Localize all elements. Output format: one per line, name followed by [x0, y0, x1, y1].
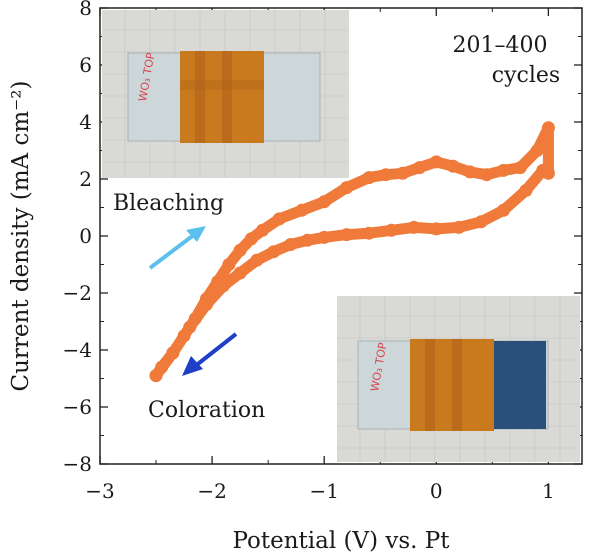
- photo-colored-device: WO₃ TOP: [337, 296, 580, 462]
- cv-point: [413, 161, 426, 175]
- bleaching-arrow: [148, 226, 206, 270]
- cv-point: [233, 266, 247, 280]
- y-axis-title: Current density (mA cm⁻²): [8, 81, 34, 392]
- tick-labels: −3 −2 −1 0 1 −8 −6 −4 −2 0 2 4 6 8: [63, 0, 555, 503]
- cv-point: [340, 228, 354, 242]
- cv-point: [222, 258, 236, 271]
- cv-point: [474, 215, 488, 229]
- x-tick-label: 0: [430, 479, 443, 503]
- y-tick-label: 0: [79, 224, 92, 248]
- cv-point: [429, 155, 443, 169]
- x-axis-title: Potential (V) vs. Pt: [232, 528, 450, 554]
- cv-point: [149, 369, 163, 383]
- cv-point: [541, 121, 555, 135]
- cycles-label-line2: cycles: [492, 63, 560, 88]
- y-tick-label: 6: [79, 53, 92, 77]
- cycles-label-line1: 201–400: [453, 33, 548, 58]
- cv-point: [379, 168, 393, 182]
- cv-point: [244, 232, 258, 246]
- cv-point: [519, 183, 533, 197]
- cv-point: [256, 223, 269, 237]
- coloration-arrow: [182, 332, 238, 376]
- cv-point: [497, 203, 510, 217]
- cv-point: [340, 181, 354, 195]
- y-tick-label: 4: [79, 110, 92, 134]
- cv-point: [272, 212, 286, 226]
- cv-point: [211, 275, 225, 289]
- cv-point: [396, 166, 410, 180]
- cv-point: [497, 163, 510, 177]
- cv-point: [200, 292, 213, 306]
- cv-point: [295, 203, 309, 217]
- y-tick-label: −4: [63, 338, 92, 362]
- cv-curve: [149, 121, 555, 383]
- cv-point: [480, 168, 494, 182]
- cv-point: [233, 243, 247, 257]
- cv-point: [362, 226, 376, 240]
- y-tick-label: −2: [63, 281, 92, 305]
- x-tick-label: −2: [197, 479, 226, 503]
- x-tick-label: −3: [85, 479, 114, 503]
- cv-point: [317, 230, 331, 244]
- cv-point: [188, 312, 202, 326]
- cv-point: [284, 238, 298, 251]
- x-tick-label: 1: [542, 479, 555, 503]
- cv-point: [446, 159, 460, 173]
- y-tick-label: −8: [63, 452, 92, 476]
- y-tick-label: −6: [63, 395, 92, 419]
- cv-point: [429, 222, 443, 236]
- cv-point: [463, 165, 477, 179]
- coloration-label: Coloration: [148, 398, 265, 423]
- cv-point: [300, 233, 314, 247]
- cv-point: [384, 223, 398, 237]
- cv-point: [452, 220, 466, 234]
- x-tick-label: −1: [309, 479, 338, 503]
- y-tick-label: 2: [79, 167, 92, 191]
- bleaching-label: Bleaching: [113, 191, 224, 216]
- cv-point: [250, 253, 264, 267]
- cv-point: [513, 161, 527, 175]
- cv-point: [362, 171, 376, 185]
- cv-point: [407, 220, 421, 234]
- photo-bleached-device: WO₃ TOP: [102, 10, 349, 178]
- cv-point: [267, 245, 281, 259]
- cv-point: [177, 329, 191, 343]
- cv-point: [541, 166, 555, 180]
- cv-point: [166, 346, 180, 360]
- cv-point: [317, 195, 331, 209]
- y-tick-label: 8: [79, 0, 92, 20]
- cv-point: [530, 144, 544, 157]
